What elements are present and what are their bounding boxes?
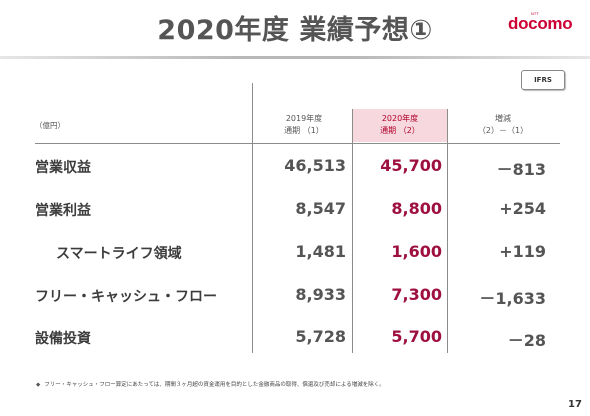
row-smart-life-fy2020: 1,600 — [391, 242, 442, 261]
table-vline-1 — [252, 83, 253, 353]
row-free-cash-flow-fy2019: 8,933 — [295, 285, 346, 304]
row-free-cash-flow-change: －1,633 — [479, 289, 546, 308]
row-label-smart-life: スマートライフ領域 — [56, 246, 182, 262]
col-header-change-line2: （2）－（1） — [477, 126, 529, 135]
logo-ntt-text: NTT — [531, 11, 539, 16]
page-number: 17 — [568, 399, 582, 410]
col-header-fy2020: 2020年度 通期 （2） — [356, 113, 444, 137]
row-label-capex: 設備投資 — [35, 331, 91, 347]
col-header-fy2019: 2019年度 通期 （1） — [262, 113, 346, 137]
row-revenue-change: －813 — [496, 160, 546, 179]
col-header-fy2020-line1: 2020年度 — [381, 114, 419, 123]
col-header-change-line1: 増減 — [495, 114, 511, 123]
row-smart-life-change: +119 — [499, 242, 546, 261]
ifrs-badge: IFRS — [521, 70, 565, 90]
row-capex-fy2020: 5,700 — [391, 327, 442, 346]
row-revenue-fy2019: 46,513 — [284, 156, 346, 175]
row-operating-profit-fy2019: 8,547 — [295, 199, 346, 218]
row-label-operating-profit: 営業利益 — [35, 203, 91, 219]
row-smart-life-fy2019: 1,481 — [295, 242, 346, 261]
row-label-free-cash-flow: フリー・キャッシュ・フロー — [35, 289, 217, 305]
table-header-divider — [35, 143, 560, 144]
footnote-text: フリー・キャッシュ・フロー算定にあたっては、期間３ヶ月超の資金運用を目的とした金… — [44, 382, 385, 388]
row-operating-profit-change: +254 — [499, 199, 546, 218]
table-vline-3 — [447, 109, 448, 353]
col-header-fy2019-line1: 2019年度 — [285, 114, 323, 123]
col-header-change: 増減 （2）－（1） — [462, 113, 544, 137]
footnote: ◆ フリー・キャッシュ・フロー算定にあたっては、期間３ヶ月超の資金運用を目的とした… — [36, 380, 385, 388]
row-capex-change: －28 — [507, 331, 546, 350]
docomo-logo: docomo — [508, 14, 573, 33]
diamond-bullet-icon: ◆ — [36, 382, 41, 388]
page-title: 2020年度 業績予想① — [157, 15, 433, 46]
forecast-column-highlight — [353, 109, 447, 142]
row-revenue-fy2020: 45,700 — [380, 156, 442, 175]
row-label-revenue: 営業収益 — [35, 160, 91, 176]
title-divider — [0, 56, 590, 59]
row-free-cash-flow-fy2020: 7,300 — [391, 285, 442, 304]
col-header-fy2020-line2: 通期 （2） — [380, 126, 420, 135]
col-header-fy2019-line2: 通期 （1） — [284, 126, 324, 135]
table-vline-2 — [352, 109, 353, 353]
row-operating-profit-fy2020: 8,800 — [391, 199, 442, 218]
unit-label: （億円） — [35, 121, 65, 130]
row-capex-fy2019: 5,728 — [295, 327, 346, 346]
